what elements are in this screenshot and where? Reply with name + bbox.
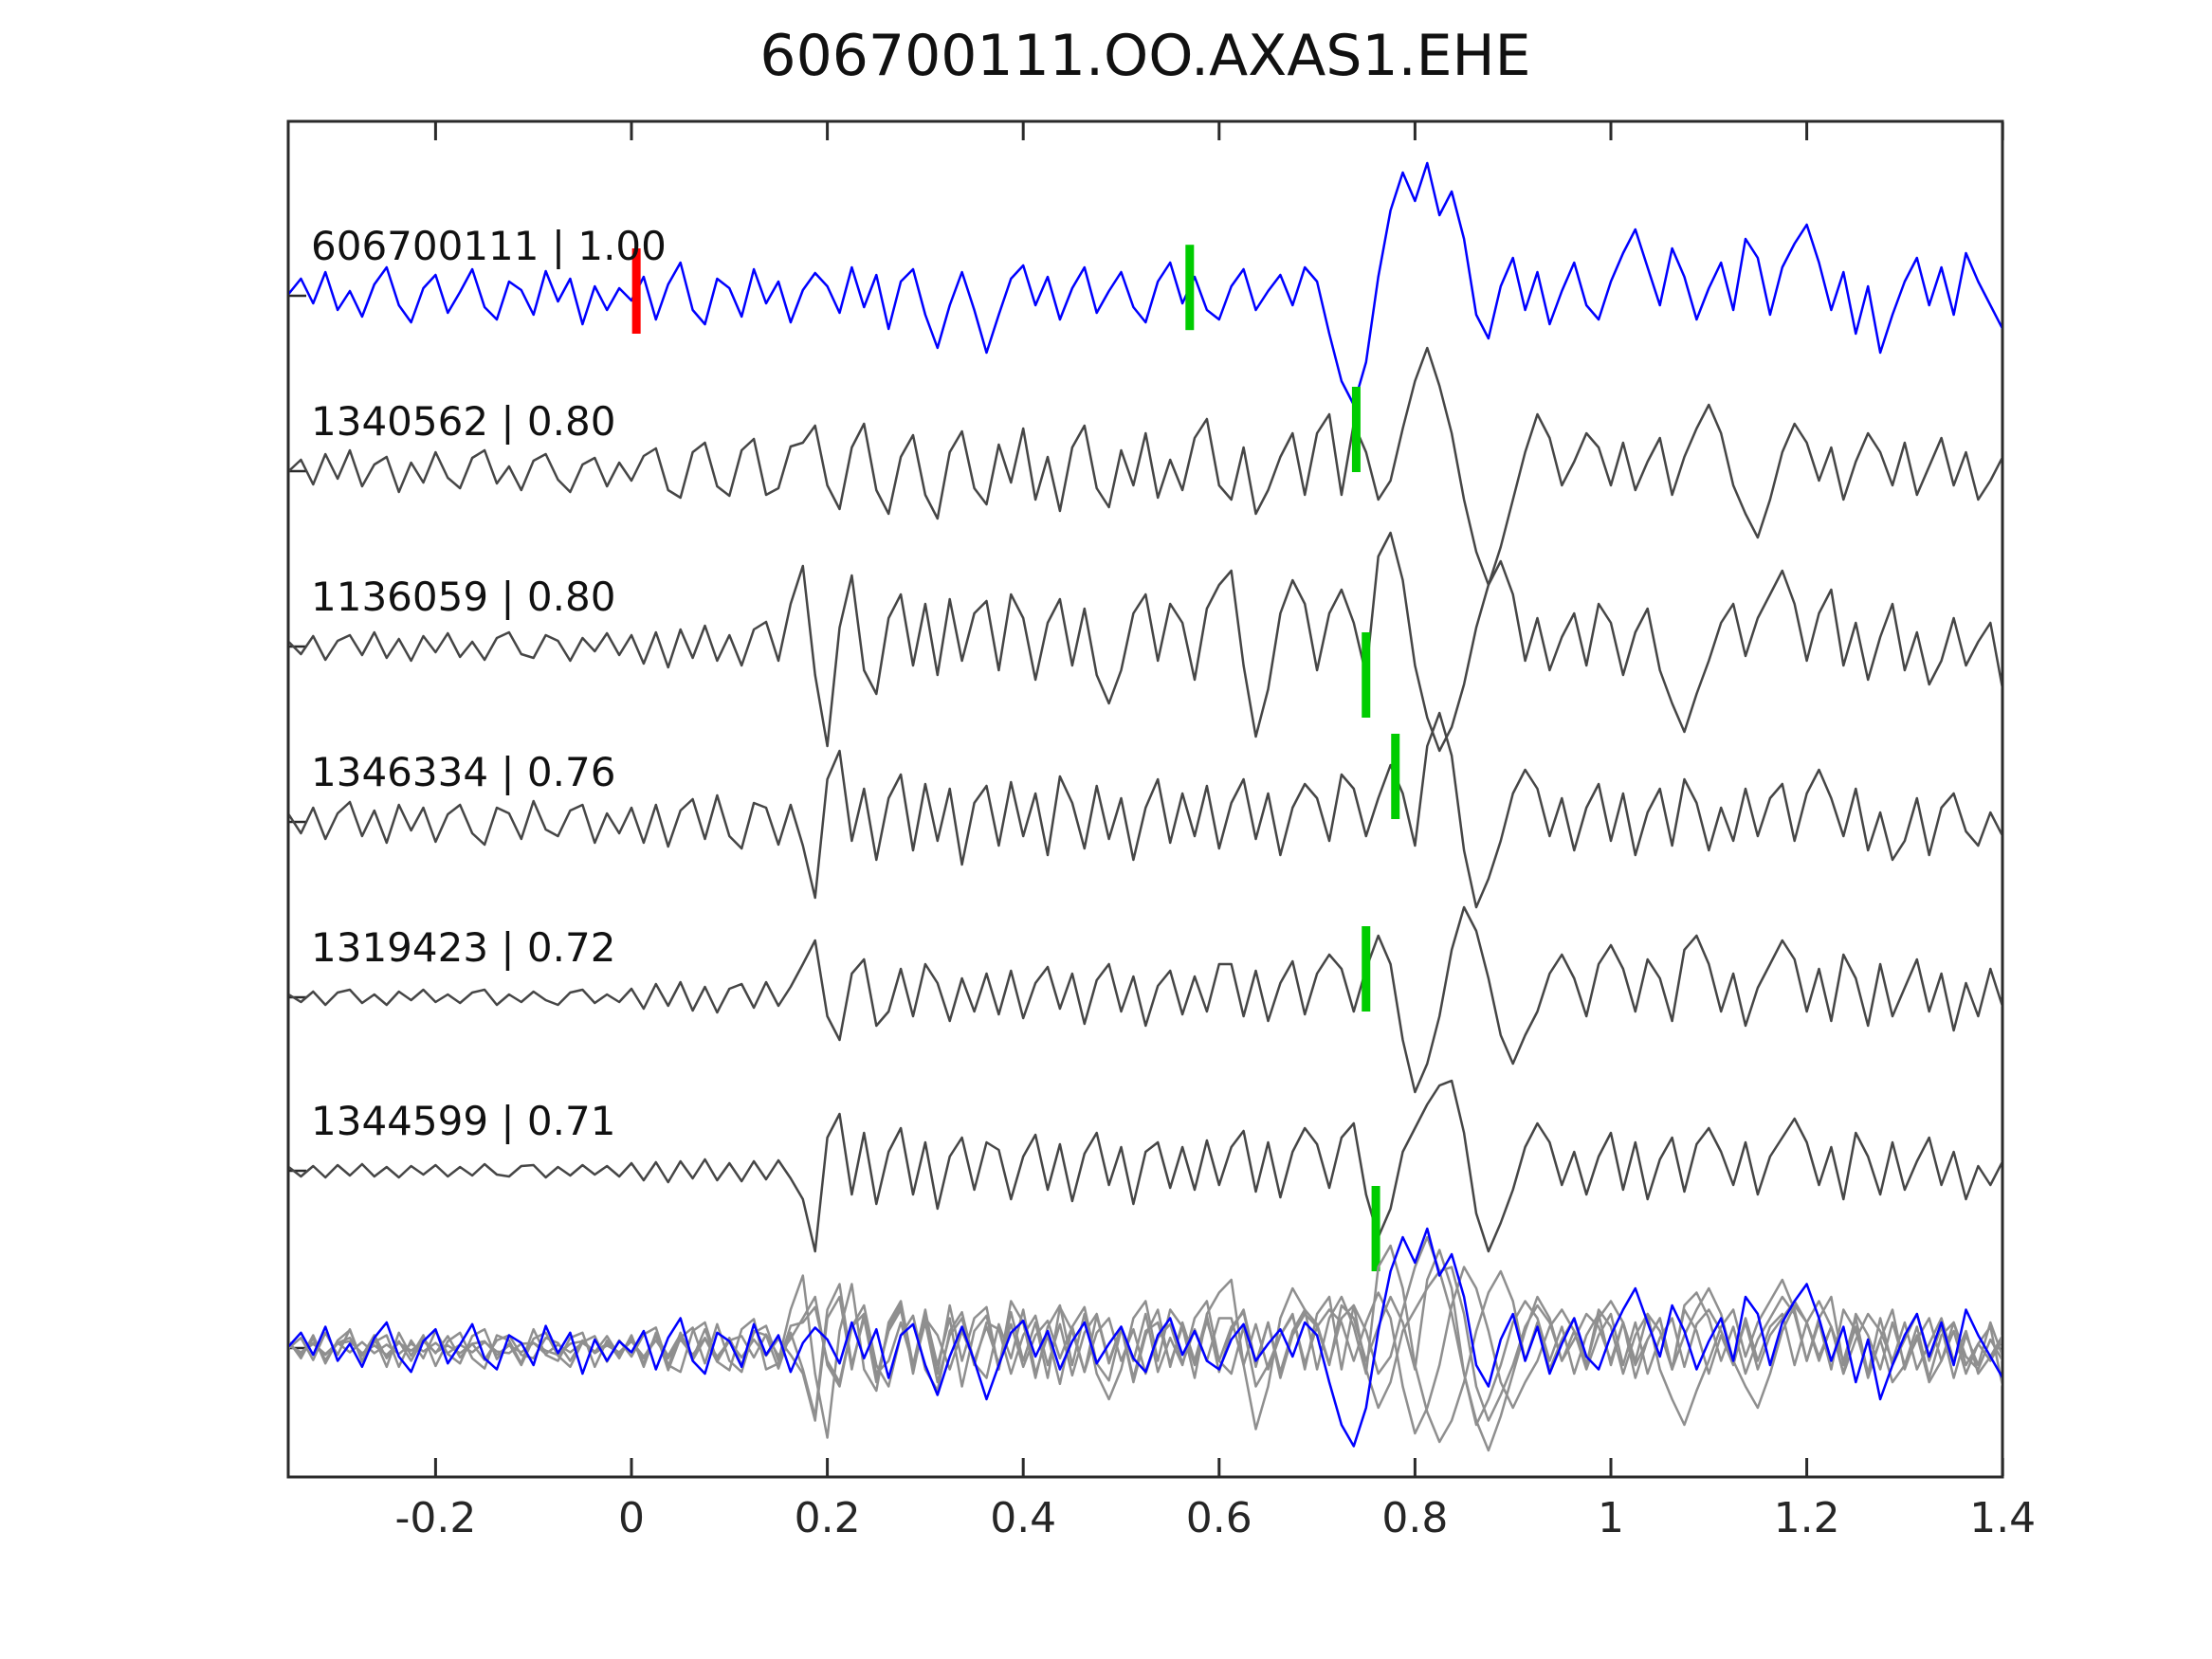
x-tick-label: 0.2 bbox=[794, 1494, 861, 1542]
detection-waveform bbox=[289, 905, 2002, 1094]
x-tick-label: 0.8 bbox=[1381, 1494, 1449, 1542]
x-tick-label: 1 bbox=[1598, 1494, 1624, 1542]
trace-label: 1346334 | 0.76 bbox=[311, 749, 616, 795]
trace-label: 1136059 | 0.80 bbox=[311, 574, 616, 620]
overlay-gray-waveform bbox=[289, 1244, 2002, 1444]
trace-label: 1340562 | 0.80 bbox=[311, 398, 616, 445]
plot-border bbox=[286, 119, 2004, 1479]
template-waveform bbox=[289, 161, 2002, 407]
trace-label: 1319423 | 0.72 bbox=[311, 924, 616, 971]
pick-marker-green bbox=[1351, 387, 1361, 472]
pick-marker-green bbox=[1371, 1186, 1380, 1271]
x-tick-label: 0.4 bbox=[990, 1494, 1057, 1542]
pick-marker-green bbox=[1362, 632, 1371, 718]
overlay-gray-waveform bbox=[289, 1266, 2002, 1435]
detection-waveform bbox=[289, 346, 2002, 587]
trace-label: 606700111 | 1.00 bbox=[311, 223, 667, 269]
overlay-gray-waveform bbox=[289, 1266, 2002, 1422]
template-marker-red bbox=[631, 248, 641, 334]
x-tick-label: 0.6 bbox=[1185, 1494, 1252, 1542]
pick-marker-green bbox=[1185, 245, 1195, 331]
x-tick-label: 1.2 bbox=[1773, 1494, 1840, 1542]
detection-waveform bbox=[289, 711, 2002, 909]
trace-label: 1344599 | 0.71 bbox=[311, 1098, 616, 1144]
x-tick-label: 1.4 bbox=[1969, 1494, 2037, 1542]
x-tick-label: -0.2 bbox=[394, 1494, 477, 1542]
overlay-template-waveform bbox=[289, 1227, 2002, 1448]
detection-waveform bbox=[289, 1079, 2002, 1253]
pick-marker-green bbox=[1391, 734, 1400, 819]
overlay-gray-waveform bbox=[289, 1235, 2002, 1452]
pick-marker-green bbox=[1362, 926, 1371, 1012]
figure-title: 606700111.OO.AXAS1.EHE bbox=[759, 23, 1531, 89]
x-tick-label: 0 bbox=[618, 1494, 645, 1542]
detection-waveform bbox=[289, 531, 2002, 753]
